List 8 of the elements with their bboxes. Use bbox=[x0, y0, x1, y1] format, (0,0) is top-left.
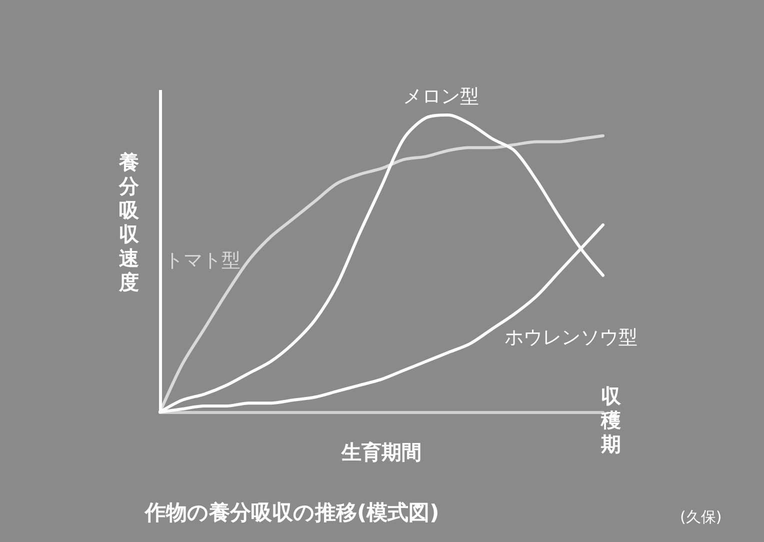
annotation: 収穫期 bbox=[600, 384, 622, 456]
y-axis-title: 養分吸収速度 bbox=[118, 150, 140, 294]
series-label: メロン型 bbox=[402, 86, 479, 108]
text: 作物の養分吸収の推移(模式図) bbox=[144, 500, 440, 524]
text: (久保) bbox=[680, 508, 722, 527]
series-label: トマト型 bbox=[164, 250, 240, 272]
series-label: ホウレンソウ型 bbox=[504, 326, 638, 348]
x-axis-title: 生育期間 bbox=[340, 440, 422, 464]
